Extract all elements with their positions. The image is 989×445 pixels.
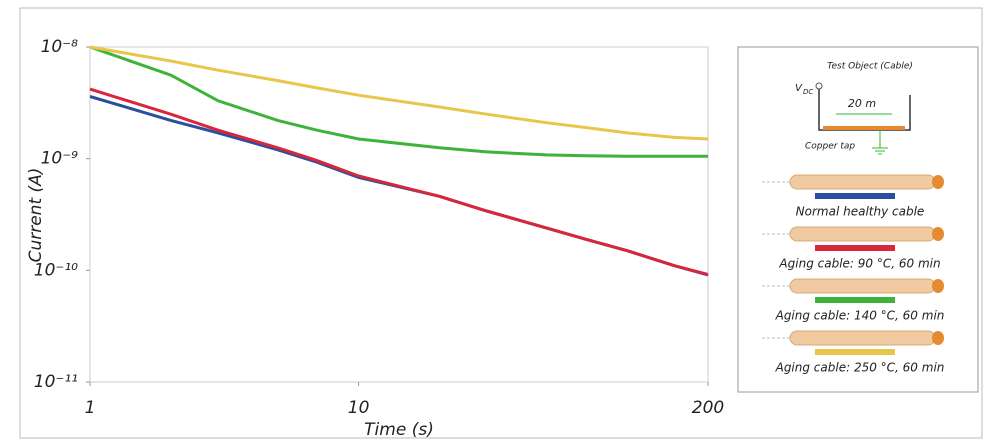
diagram-label: 20 m bbox=[848, 97, 876, 110]
diagram-label: Copper tap bbox=[805, 142, 855, 152]
legend-label: Normal healthy cable bbox=[796, 205, 925, 219]
legend-label: Aging cable: 250 °C, 60 min bbox=[775, 361, 945, 375]
cable-end bbox=[932, 279, 944, 293]
diagram-label: V bbox=[795, 83, 803, 94]
legend-label: Aging cable: 140 °C, 60 min bbox=[775, 309, 945, 323]
series-line bbox=[89, 45, 708, 158]
cable-end bbox=[932, 175, 944, 189]
plot-area bbox=[89, 46, 709, 383]
x-tick-label: 10 bbox=[348, 398, 370, 418]
x-tick-label: 200 bbox=[692, 398, 724, 418]
legend-label: Aging cable: 90 °C, 60 min bbox=[778, 257, 940, 271]
x-axis-label: Time (s) bbox=[364, 420, 434, 440]
x-tick-label: 1 bbox=[85, 398, 96, 418]
cable-icon bbox=[789, 226, 936, 242]
legend-swatch bbox=[815, 349, 895, 355]
test-diagram: Test Object (Cable) V DC 20 m Copper tap bbox=[795, 62, 913, 155]
y-tick-label: 10⁻⁹ bbox=[41, 149, 79, 169]
diagram-label: DC bbox=[803, 88, 813, 96]
cable-icon bbox=[789, 278, 936, 294]
cable-end bbox=[932, 331, 944, 345]
ground bbox=[872, 130, 888, 155]
cable-end bbox=[932, 227, 944, 241]
series-line bbox=[89, 45, 709, 141]
diagram-label: Test Object (Cable) bbox=[827, 62, 913, 72]
y-tick-label: 10⁻⁸ bbox=[41, 37, 79, 57]
cable-icon bbox=[789, 174, 936, 190]
y-tick-label: 10⁻¹¹ bbox=[34, 372, 78, 392]
y-axis-label: Current (A) bbox=[26, 168, 46, 263]
series-line bbox=[89, 87, 709, 276]
legend-swatch bbox=[815, 245, 895, 251]
y-tick-label: 10⁻¹⁰ bbox=[34, 260, 78, 280]
legend-swatch bbox=[815, 193, 895, 199]
legend-swatch bbox=[815, 297, 895, 303]
cable-icon bbox=[789, 330, 936, 346]
